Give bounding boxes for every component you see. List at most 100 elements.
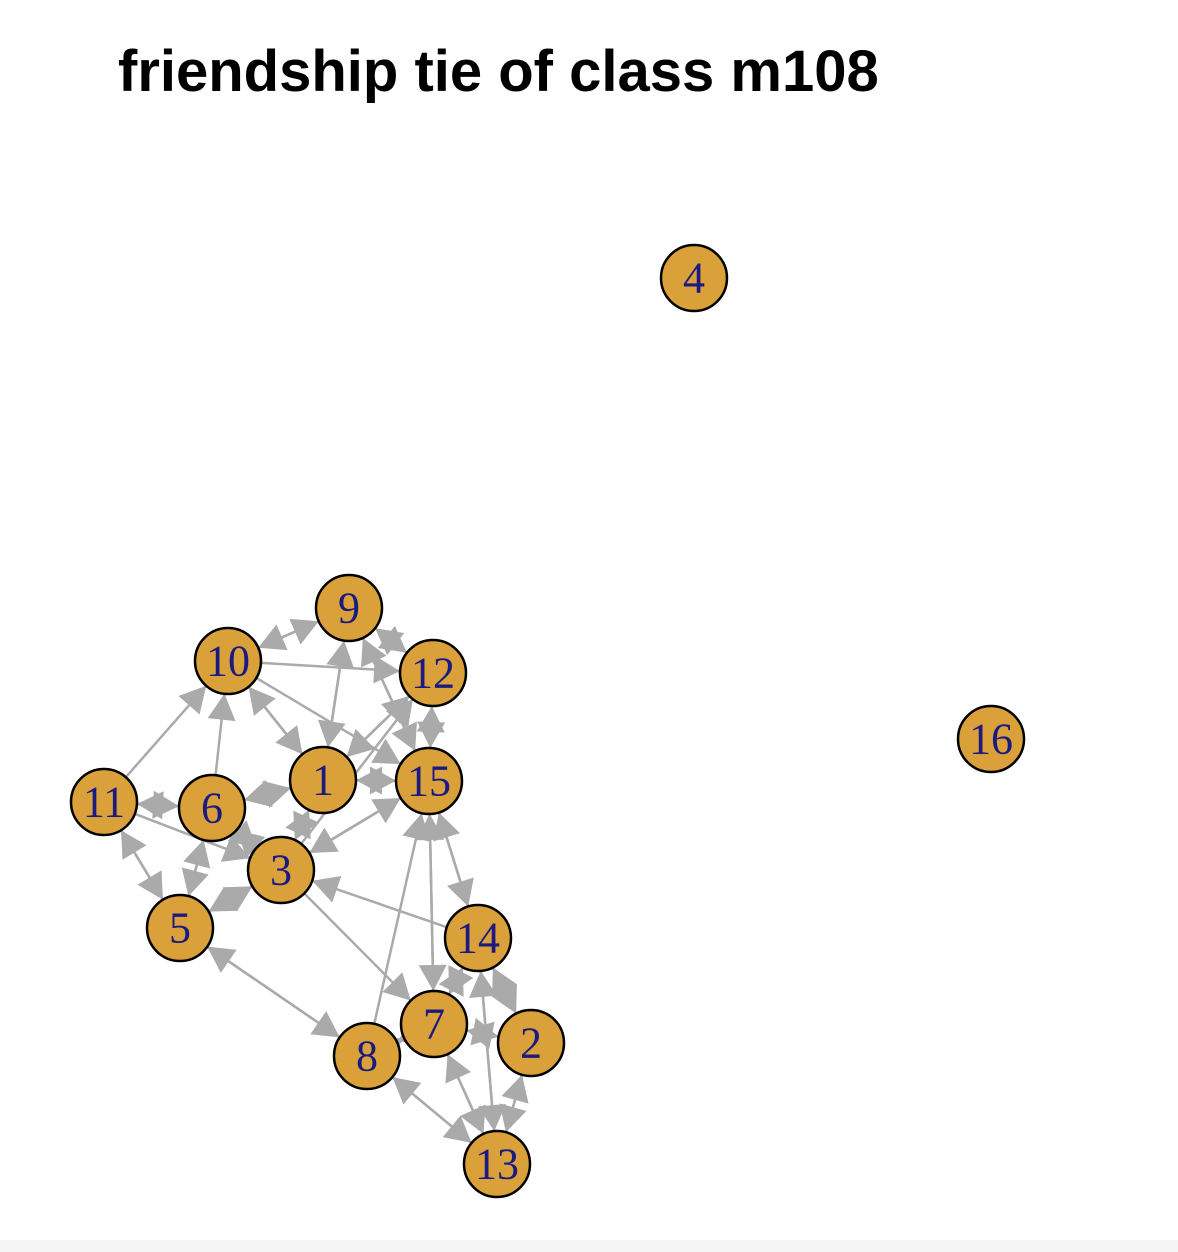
arrowhead-6-5 <box>181 867 209 897</box>
arrowhead-13-7 <box>445 1054 471 1084</box>
arrowhead-15-14 <box>447 877 474 907</box>
node-circle-8 <box>332 1021 402 1091</box>
arrowhead-5-11 <box>121 830 147 860</box>
arrowhead-2-13 <box>499 1103 527 1133</box>
node-15: 15 <box>394 746 464 816</box>
edge-8-15 <box>373 812 423 1025</box>
arrowhead-3-5 <box>208 886 239 912</box>
arrowhead-10-9 <box>289 618 319 645</box>
node-label-1: 1 <box>312 756 334 805</box>
arrowhead-15-12 <box>416 705 445 733</box>
node-circle-1 <box>288 745 358 815</box>
node-2: 2 <box>496 1008 566 1078</box>
node-label-9: 9 <box>338 584 360 633</box>
arrowhead-5-3 <box>222 886 253 912</box>
node-4: 4 <box>659 243 729 313</box>
arrowhead-2-14 <box>492 967 518 997</box>
chart-title: friendship tie of class m108 <box>118 39 879 104</box>
node-label-16: 16 <box>969 715 1013 764</box>
node-label-4: 4 <box>683 254 705 303</box>
arrowhead-12-9 <box>375 628 405 656</box>
node-label-2: 2 <box>520 1019 542 1068</box>
node-label-12: 12 <box>411 649 455 698</box>
node-10: 10 <box>193 626 263 696</box>
node-6: 6 <box>177 773 247 843</box>
arrowhead-3-12 <box>385 699 413 729</box>
node-circle-9 <box>314 573 384 643</box>
node-12: 12 <box>398 638 468 708</box>
node-circle-15 <box>394 746 464 816</box>
arrowhead-15-9 <box>361 637 387 668</box>
arrowhead-12-1 <box>346 728 376 757</box>
node-13: 13 <box>462 1129 532 1199</box>
node-11: 11 <box>69 767 139 837</box>
node-circle-7 <box>399 989 469 1059</box>
node-circle-13 <box>462 1129 532 1199</box>
node-14: 14 <box>443 903 513 973</box>
node-label-14: 14 <box>456 914 500 963</box>
node-7: 7 <box>399 989 469 1059</box>
arrowhead-5-6 <box>183 839 211 869</box>
node-circle-16 <box>956 704 1026 774</box>
node-label-15: 15 <box>407 757 451 806</box>
node-8: 8 <box>332 1021 402 1091</box>
node-circle-3 <box>246 835 316 905</box>
node-circle-11 <box>69 767 139 837</box>
arrowhead-11-3 <box>220 835 251 862</box>
node-5: 5 <box>145 893 215 963</box>
node-circle-12 <box>398 638 468 708</box>
arrowhead-13-2 <box>501 1074 529 1104</box>
edges-layer <box>119 618 529 1144</box>
arrowhead-3-1 <box>285 809 311 840</box>
edge-8-5 <box>206 945 341 1039</box>
arrowhead-8-15 <box>402 813 430 842</box>
arrowhead-3-15 <box>371 798 401 824</box>
arrowhead-11-6 <box>152 790 180 819</box>
node-label-8: 8 <box>356 1032 378 1081</box>
arrowhead-13-8 <box>392 1077 422 1105</box>
arrowhead-11-5 <box>137 870 163 900</box>
edge-10-15 <box>255 676 402 766</box>
node-circle-2 <box>496 1008 566 1078</box>
node-circle-10 <box>193 626 263 696</box>
node-9: 9 <box>314 573 384 643</box>
node-label-11: 11 <box>83 778 125 827</box>
arrowhead-10-15 <box>371 738 401 765</box>
arrowhead-6-10 <box>207 693 236 722</box>
edge-15-7 <box>428 813 435 992</box>
arrowhead-14-7 <box>448 965 474 995</box>
arrowhead-8-5 <box>207 946 237 973</box>
node-label-6: 6 <box>201 784 223 833</box>
node-16: 16 <box>956 704 1026 774</box>
node-label-7: 7 <box>423 1000 445 1049</box>
arrowhead-15-7 <box>418 964 447 992</box>
arrowhead-14-2 <box>491 984 517 1014</box>
arrowhead-5-8 <box>310 1011 340 1038</box>
node-circle-14 <box>443 903 513 973</box>
arrowhead-3-7 <box>382 972 411 1001</box>
arrowhead-11-10 <box>178 685 207 715</box>
edge-3-12 <box>300 698 414 845</box>
arrowhead-14-13 <box>478 1104 507 1132</box>
arrowhead-15-1 <box>355 766 383 795</box>
node-label-5: 5 <box>169 904 191 953</box>
arrowhead-14-3 <box>312 876 342 903</box>
node-3: 3 <box>246 835 316 905</box>
node-label-3: 3 <box>270 846 292 895</box>
node-circle-5 <box>145 893 215 963</box>
bottom-strip <box>0 1240 1178 1252</box>
edge-14-13 <box>479 970 496 1132</box>
node-label-10: 10 <box>206 637 250 686</box>
arrowhead-1-9 <box>326 640 355 669</box>
arrowhead-15-3 <box>309 827 339 853</box>
arrowhead-10-1 <box>275 725 303 755</box>
arrowhead-7-2 <box>470 1017 499 1046</box>
node-1: 1 <box>288 745 358 815</box>
node-circle-4 <box>659 243 729 313</box>
node-circle-6 <box>177 773 247 843</box>
arrowhead-6-1 <box>262 780 292 809</box>
node-label-13: 13 <box>475 1140 519 1189</box>
